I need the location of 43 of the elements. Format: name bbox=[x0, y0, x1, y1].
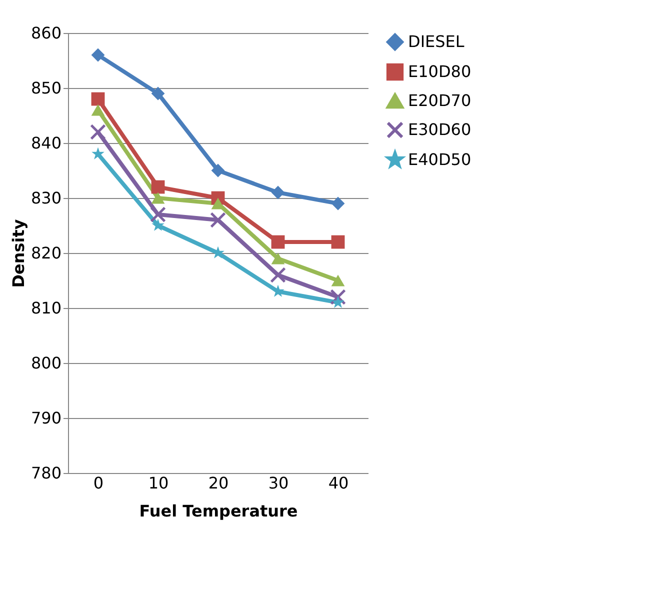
point bbox=[211, 164, 225, 178]
point bbox=[271, 186, 285, 200]
y-tick-label: 860 bbox=[30, 24, 62, 42]
y-tick-label: 780 bbox=[30, 464, 62, 482]
point bbox=[210, 212, 226, 228]
x-axis-title: Fuel Temperature bbox=[139, 502, 298, 520]
legend-label: E10D80 bbox=[408, 62, 472, 81]
x-tick-label: 20 bbox=[208, 474, 229, 492]
x-tick-label: 30 bbox=[268, 474, 289, 492]
y-tick-label: 820 bbox=[30, 244, 62, 262]
point bbox=[331, 196, 345, 210]
x-tick-label: 0 bbox=[93, 474, 104, 492]
point bbox=[92, 147, 104, 160]
point bbox=[151, 192, 165, 204]
point bbox=[271, 252, 285, 264]
point bbox=[151, 180, 165, 194]
point bbox=[331, 235, 345, 249]
y-tick-label: 830 bbox=[30, 188, 62, 208]
y-tick-label: 840 bbox=[30, 134, 62, 152]
point bbox=[91, 48, 105, 62]
y-tick-label: 800 bbox=[30, 354, 62, 372]
y-axis-title: Density bbox=[8, 218, 28, 288]
point bbox=[331, 274, 345, 286]
y-tick-label: 790 bbox=[30, 408, 62, 428]
y-tick-label: 850 bbox=[30, 78, 62, 98]
point bbox=[91, 104, 105, 116]
legend-label: E30D60 bbox=[408, 120, 472, 139]
point bbox=[151, 86, 165, 100]
point bbox=[272, 284, 284, 297]
point bbox=[90, 124, 106, 140]
point bbox=[270, 267, 286, 283]
point bbox=[91, 92, 105, 106]
point bbox=[330, 289, 346, 305]
x-tick-label: 10 bbox=[148, 474, 169, 492]
point bbox=[152, 218, 164, 231]
y-tick-label: 810 bbox=[30, 298, 62, 318]
legend-label: E20D70 bbox=[408, 91, 472, 110]
point bbox=[150, 206, 166, 222]
point bbox=[332, 296, 344, 308]
point bbox=[271, 235, 285, 249]
legend-label: DIESEL bbox=[408, 32, 464, 51]
legend-label: E40D50 bbox=[408, 150, 472, 169]
x-tick-label: 40 bbox=[328, 474, 349, 492]
